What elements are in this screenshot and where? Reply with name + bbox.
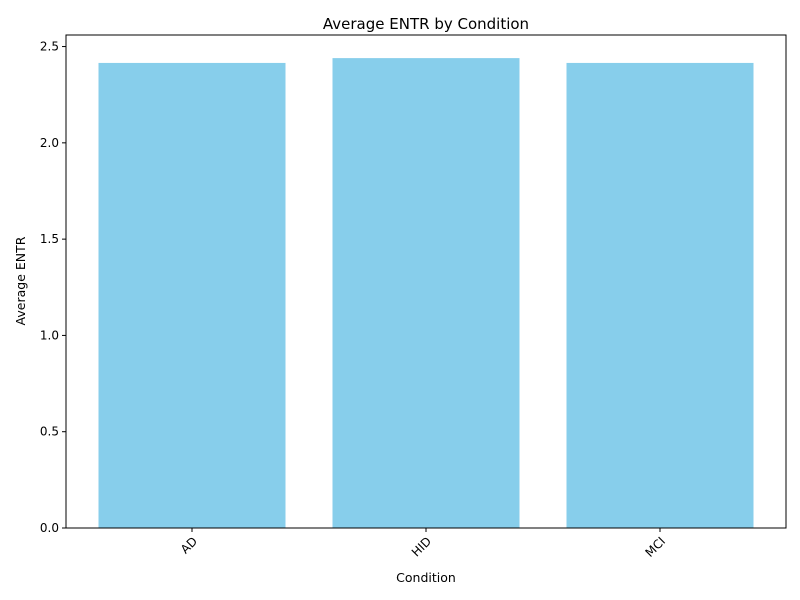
bars-group bbox=[98, 58, 754, 528]
x-axis-label: Condition bbox=[396, 570, 456, 585]
y-tick-label: 0.0 bbox=[40, 521, 59, 535]
y-axis-ticks: 0.0 0.5 1.0 1.5 2.0 2.5 bbox=[40, 40, 66, 535]
plot-frame bbox=[65, 34, 787, 529]
bar-mci bbox=[566, 62, 754, 528]
y-tick-label: 1.5 bbox=[40, 232, 59, 246]
y-axis-label: Average ENTR bbox=[13, 236, 28, 325]
y-tick-label: 2.0 bbox=[40, 136, 59, 150]
y-tick-label: 0.5 bbox=[40, 425, 59, 439]
x-axis-ticks: AD HID MCI bbox=[178, 528, 668, 560]
y-tick-label: 2.5 bbox=[40, 40, 59, 54]
chart-title: Average ENTR by Condition bbox=[323, 15, 529, 33]
bar-hid bbox=[332, 58, 520, 528]
x-tick-label: AD bbox=[178, 534, 200, 556]
bar-ad bbox=[98, 62, 286, 528]
y-tick-label: 1.0 bbox=[40, 328, 59, 342]
x-tick-label: HID bbox=[409, 534, 434, 559]
x-tick-label: MCI bbox=[642, 534, 668, 560]
